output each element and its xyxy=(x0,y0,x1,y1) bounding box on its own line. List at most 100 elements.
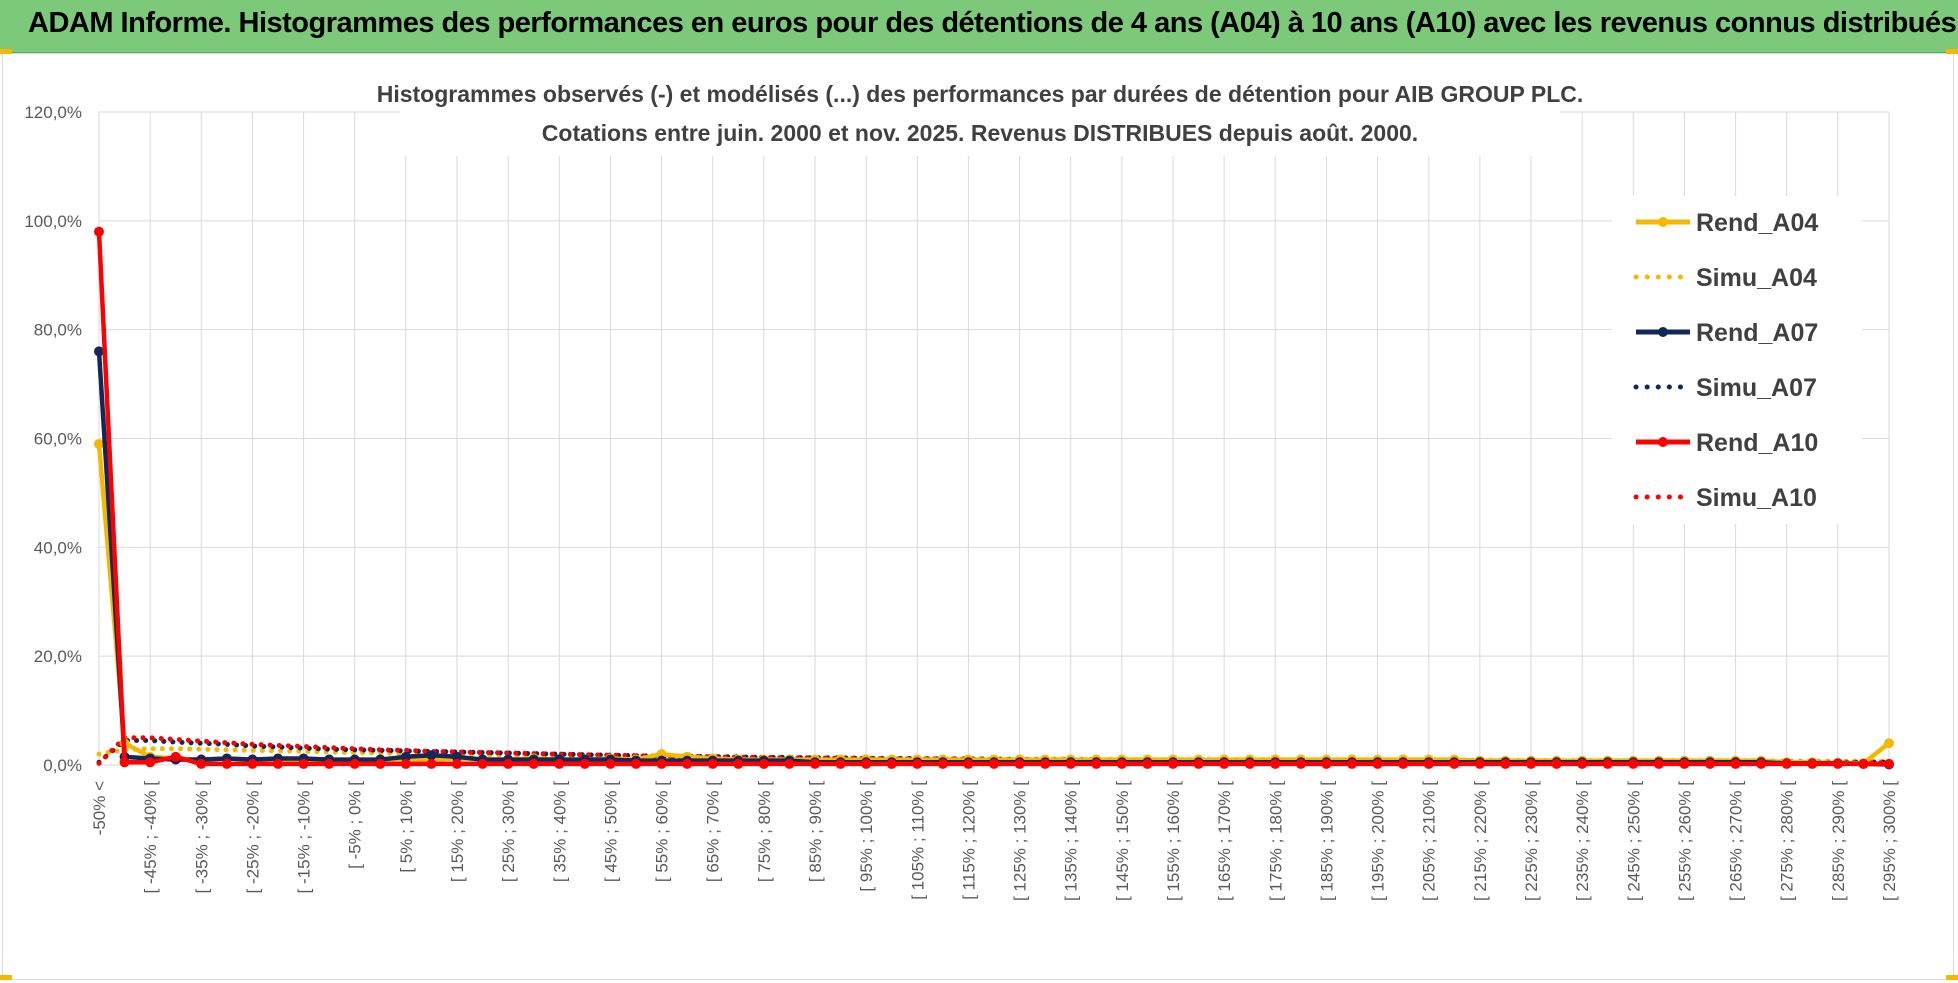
data-point xyxy=(1142,758,1153,769)
data-point xyxy=(426,750,437,761)
data-point xyxy=(1526,758,1536,769)
legend-label: Simu_A07 xyxy=(1696,374,1817,402)
legend-background xyxy=(1612,196,1862,524)
x-tick-label: [ 285% ; 290% [ xyxy=(1829,781,1848,901)
data-point xyxy=(1628,758,1639,769)
x-tick-label: -50% < xyxy=(90,781,109,835)
data-point xyxy=(1193,758,1204,769)
data-point xyxy=(886,758,897,769)
x-tick-label: [ -45% ; -40% [ xyxy=(141,781,160,894)
data-point xyxy=(1321,758,1332,769)
data-point xyxy=(1449,758,1460,769)
x-tick-label: [ 85% ; 90% [ xyxy=(806,781,825,882)
corner-mark xyxy=(0,49,12,54)
x-tick-label: [ 45% ; 50% [ xyxy=(601,781,620,882)
legend-marker xyxy=(1658,327,1668,337)
data-point xyxy=(1858,758,1869,769)
data-point xyxy=(400,758,411,769)
chart-title-background xyxy=(400,74,1560,156)
legend-item: Rend_A07 xyxy=(1636,319,1818,347)
data-point xyxy=(1040,758,1051,769)
x-tick-label: [ 95% ; 100% [ xyxy=(857,781,876,892)
data-point xyxy=(1398,758,1409,769)
corner-mark xyxy=(1946,49,1958,54)
y-tick-label: 80,0% xyxy=(34,321,82,340)
data-point xyxy=(1832,758,1843,769)
x-tick-label: [ 185% ; 190% [ xyxy=(1317,781,1336,901)
chart-title-line2: Cotations entre juin. 2000 et nov. 2025.… xyxy=(542,120,1418,146)
data-point xyxy=(1270,758,1281,769)
data-point xyxy=(528,758,539,769)
data-point xyxy=(452,758,462,769)
data-point xyxy=(94,226,104,237)
data-point xyxy=(1244,758,1255,769)
x-tick-label: [ 275% ; 280% [ xyxy=(1778,781,1797,901)
legend-item: Rend_A04 xyxy=(1636,209,1818,237)
data-point xyxy=(810,758,820,769)
data-point xyxy=(1347,758,1357,769)
legend-item: Simu_A04 xyxy=(1633,264,1817,292)
x-tick-label: [ 265% ; 270% [ xyxy=(1727,781,1746,901)
data-point xyxy=(1602,758,1613,769)
x-tick-label: [ 165% ; 170% [ xyxy=(1215,781,1234,901)
data-point xyxy=(221,758,232,769)
data-point xyxy=(1372,758,1383,769)
chart-title-line1: Histogrammes observés (-) et modélisés (… xyxy=(377,81,1584,107)
report-banner: ADAM Informe. Histogrammes des performan… xyxy=(0,0,1958,53)
data-point xyxy=(682,758,693,769)
data-point xyxy=(1474,758,1485,769)
data-point xyxy=(247,758,258,769)
x-tick-label: [ 295% ; 300% [ xyxy=(1880,781,1899,901)
data-point xyxy=(94,346,104,357)
data-point xyxy=(1679,758,1690,769)
x-tick-label: [ 25% ; 30% [ xyxy=(499,781,518,882)
x-tick-label: [ 65% ; 70% [ xyxy=(704,781,723,882)
data-point xyxy=(1500,758,1511,769)
data-point xyxy=(375,758,386,769)
x-tick-label: [ 35% ; 40% [ xyxy=(550,781,569,882)
x-tick-label: [ 175% ; 180% [ xyxy=(1266,781,1285,901)
x-tick-label: [ -5% ; 0% [ xyxy=(346,781,365,869)
chart-frame xyxy=(2,53,1954,980)
legend-label: Simu_A04 xyxy=(1696,264,1817,292)
x-tick-label: [ 145% ; 150% [ xyxy=(1113,781,1132,901)
x-tick-label: [ 5% ; 10% [ xyxy=(397,781,416,873)
data-point xyxy=(196,758,207,769)
data-point xyxy=(273,758,283,769)
data-point xyxy=(1577,758,1588,769)
corner-mark xyxy=(1946,975,1958,980)
data-point xyxy=(554,758,565,769)
gridlines xyxy=(98,111,1890,766)
x-axis-ticks: -50% < [ -45% ; -40% [ [ -35% ; -30% [ [ -2… xyxy=(90,781,1899,901)
x-tick-label: [ 135% ; 140% [ xyxy=(1062,781,1081,901)
x-tick-label: [ -15% ; -10% [ xyxy=(295,781,314,894)
data-point xyxy=(784,758,795,769)
data-point xyxy=(1168,758,1178,769)
data-point xyxy=(912,758,923,769)
series-layer xyxy=(94,226,1894,770)
data-point xyxy=(1884,758,1894,769)
x-tick-label: [ -25% ; -20% [ xyxy=(243,781,262,894)
data-point xyxy=(937,758,948,769)
x-tick-label: [ 215% ; 220% [ xyxy=(1471,781,1490,901)
data-point xyxy=(400,751,411,762)
legend-marker xyxy=(1658,217,1668,227)
data-point xyxy=(298,758,309,769)
data-point xyxy=(324,758,335,769)
data-point xyxy=(1551,758,1562,769)
x-tick-label: [ 205% ; 210% [ xyxy=(1420,781,1439,901)
data-point xyxy=(989,758,999,769)
legend-label: Rend_A07 xyxy=(1696,319,1818,347)
data-point xyxy=(963,758,974,769)
data-point xyxy=(1807,758,1818,769)
data-point xyxy=(579,758,590,769)
data-point xyxy=(426,758,437,769)
data-point xyxy=(1705,758,1715,769)
legend-label: Rend_A10 xyxy=(1696,429,1818,457)
y-tick-label: 40,0% xyxy=(34,538,82,557)
y-tick-label: 60,0% xyxy=(34,430,82,449)
data-point xyxy=(1781,758,1792,769)
x-tick-label: [ -35% ; -30% [ xyxy=(192,781,211,894)
legend-marker xyxy=(1658,437,1668,447)
x-tick-label: [ 155% ; 160% [ xyxy=(1164,781,1183,901)
